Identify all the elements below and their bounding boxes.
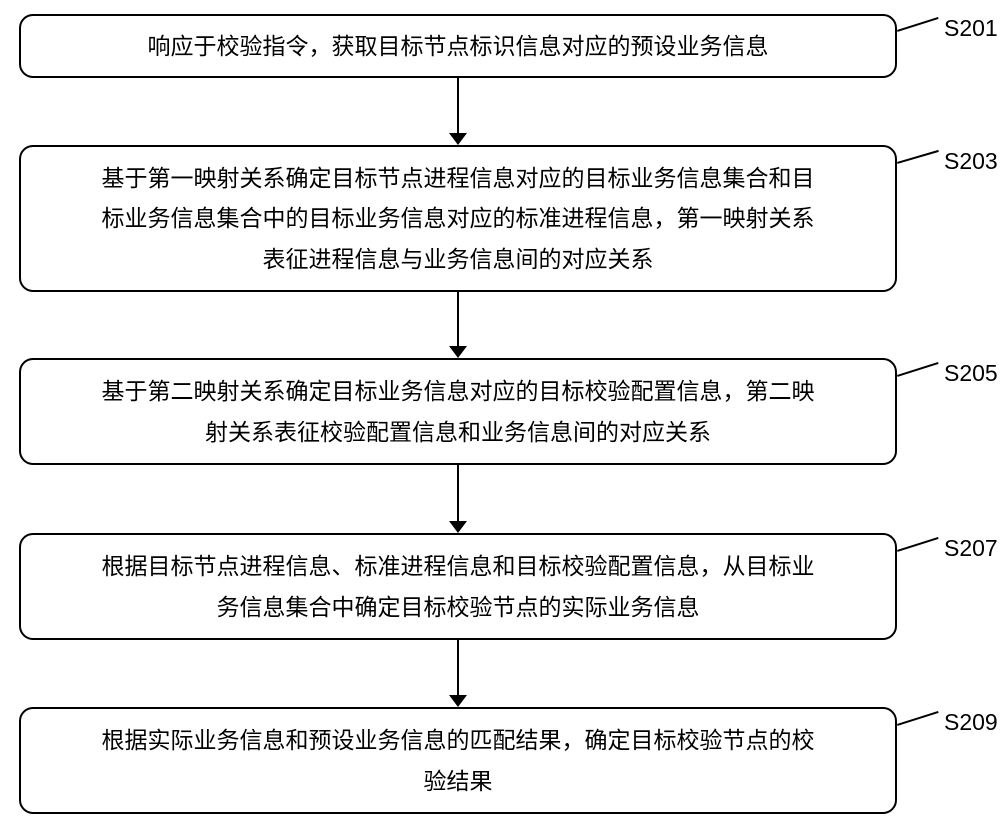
- leader-line: [897, 362, 939, 377]
- flow-node-text: 响应于校验指令，获取目标节点标识信息对应的预设业务信息: [148, 26, 769, 66]
- flow-node-S203: 基于第一映射关系确定目标节点进程信息对应的目标业务信息集合和目 标业务信息集合中…: [19, 145, 897, 292]
- flow-node-S205: 基于第二映射关系确定目标业务信息对应的目标校验配置信息，第二映 射关系表征校验配…: [19, 358, 897, 465]
- flow-node-text: 根据实际业务信息和预设业务信息的匹配结果，确定目标校验节点的校 验结果: [102, 720, 815, 801]
- flow-node-S209: 根据实际业务信息和预设业务信息的匹配结果，确定目标校验节点的校 验结果: [19, 707, 897, 814]
- leader-line: [897, 711, 939, 726]
- flow-arrow: [449, 292, 467, 358]
- leader-line: [897, 17, 939, 32]
- flow-arrow: [449, 640, 467, 707]
- flow-node-text: 基于第一映射关系确定目标节点进程信息对应的目标业务信息集合和目 标业务信息集合中…: [102, 158, 815, 279]
- flow-node-label: S209: [944, 709, 998, 736]
- flow-node-S207: 根据目标节点进程信息、标准进程信息和目标校验配置信息，从目标业 务信息集合中确定…: [19, 533, 897, 640]
- flow-node-S201: 响应于校验指令，获取目标节点标识信息对应的预设业务信息: [19, 14, 897, 78]
- flow-node-label: S203: [944, 148, 998, 175]
- flow-arrow: [449, 78, 467, 145]
- leader-line: [897, 150, 939, 164]
- flow-node-text: 根据目标节点进程信息、标准进程信息和目标校验配置信息，从目标业 务信息集合中确定…: [102, 546, 815, 627]
- flow-node-label: S201: [944, 15, 998, 42]
- flowchart-canvas: 响应于校验指令，获取目标节点标识信息对应的预设业务信息 S201 基于第一映射关系确…: [0, 0, 1000, 837]
- flow-node-text: 基于第二映射关系确定目标业务信息对应的目标校验配置信息，第二映 射关系表征校验配…: [102, 371, 815, 452]
- flow-arrow: [449, 465, 467, 533]
- flow-node-label: S205: [944, 360, 998, 387]
- leader-line: [897, 537, 939, 552]
- flow-node-label: S207: [944, 535, 998, 562]
